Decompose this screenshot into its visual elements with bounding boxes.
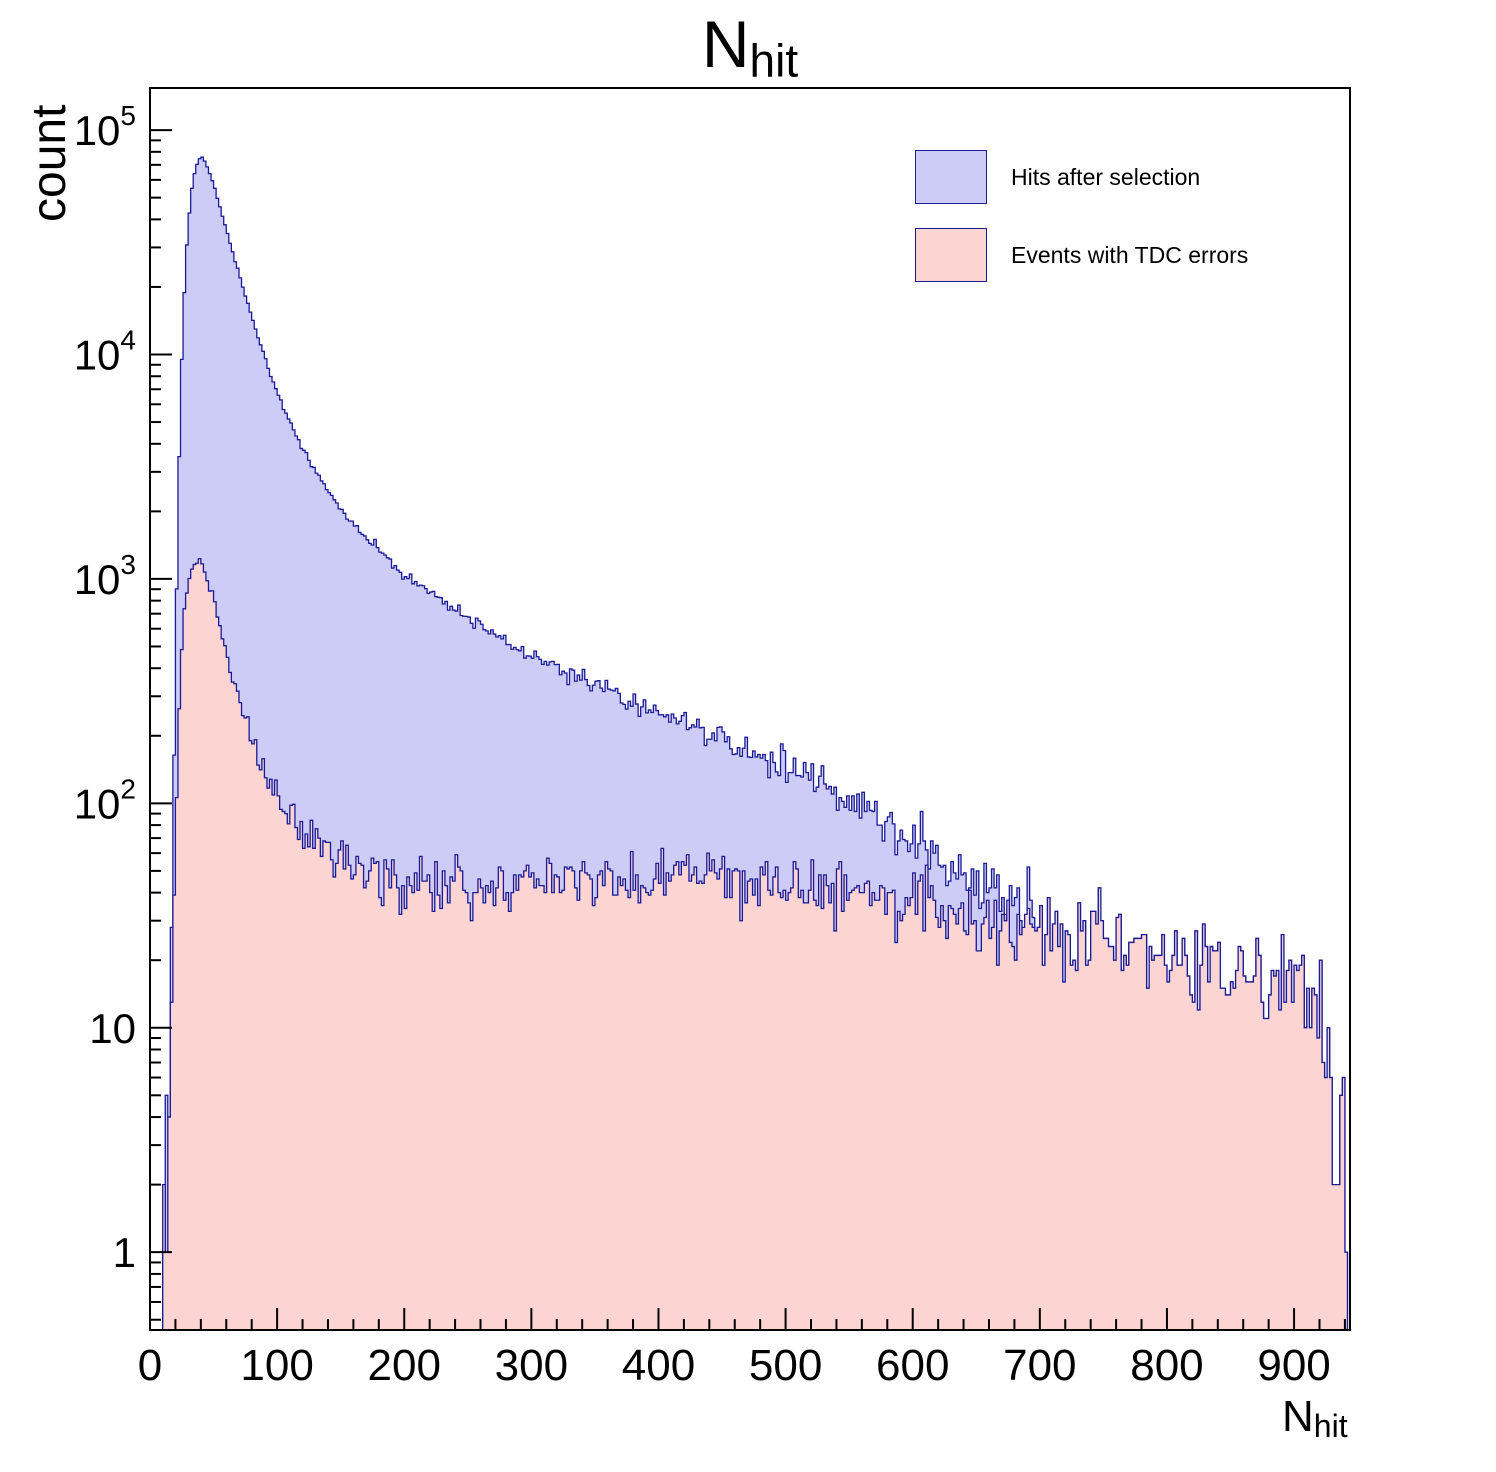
x-tick-label: 700: [1003, 1341, 1076, 1390]
x-axis-title: Nhit: [1282, 1392, 1348, 1445]
y-tick-labels: 1 10 102 103 104 105: [74, 100, 136, 1276]
x-axis-title-sub: hit: [1313, 1407, 1348, 1444]
plot-frame: [149, 87, 1351, 1331]
y-tick-label: 103: [74, 549, 136, 603]
x-tick-label: 500: [749, 1341, 822, 1390]
plot-title-main: N: [701, 7, 750, 81]
y-tick-label: 105: [74, 100, 136, 154]
legend-label-tdc-errors: Events with TDC errors: [1011, 241, 1249, 268]
x-tick-label: 100: [240, 1341, 313, 1390]
histograms: [150, 156, 1350, 1331]
y-tick-label: 10: [89, 1005, 136, 1052]
plot-title: Nhit: [150, 6, 1350, 88]
x-tick-label: 300: [495, 1341, 568, 1390]
x-tick-label: 0: [138, 1341, 162, 1390]
x-tick-label: 900: [1257, 1341, 1330, 1390]
x-tick-label: 600: [876, 1341, 949, 1390]
y-tick-label: 1: [113, 1229, 136, 1276]
legend: Hits after selection Events with TDC err…: [915, 150, 1248, 306]
x-tick-label: 200: [368, 1341, 441, 1390]
axis-ticks: [149, 129, 1346, 1330]
legend-swatch-blue: [915, 150, 987, 204]
y-tick-label: 102: [74, 773, 136, 827]
x-tick-label: 400: [622, 1341, 695, 1390]
x-axis-title-main: N: [1282, 1392, 1314, 1441]
hist-events-tdc-errors: [150, 558, 1350, 1331]
plot-title-sub: hit: [749, 34, 799, 87]
y-tick-label: 104: [74, 325, 136, 379]
legend-swatch-pink: [915, 228, 987, 282]
legend-label-hits-after-selection: Hits after selection: [1011, 163, 1201, 190]
x-tick-labels: 0 100 200 300 400 500 600 700 800 900: [138, 1341, 1331, 1390]
y-axis-title: count: [23, 104, 76, 222]
legend-item-hits-after-selection: Hits after selection: [915, 150, 1248, 204]
x-tick-label: 800: [1130, 1341, 1203, 1390]
legend-item-tdc-errors: Events with TDC errors: [915, 228, 1248, 282]
